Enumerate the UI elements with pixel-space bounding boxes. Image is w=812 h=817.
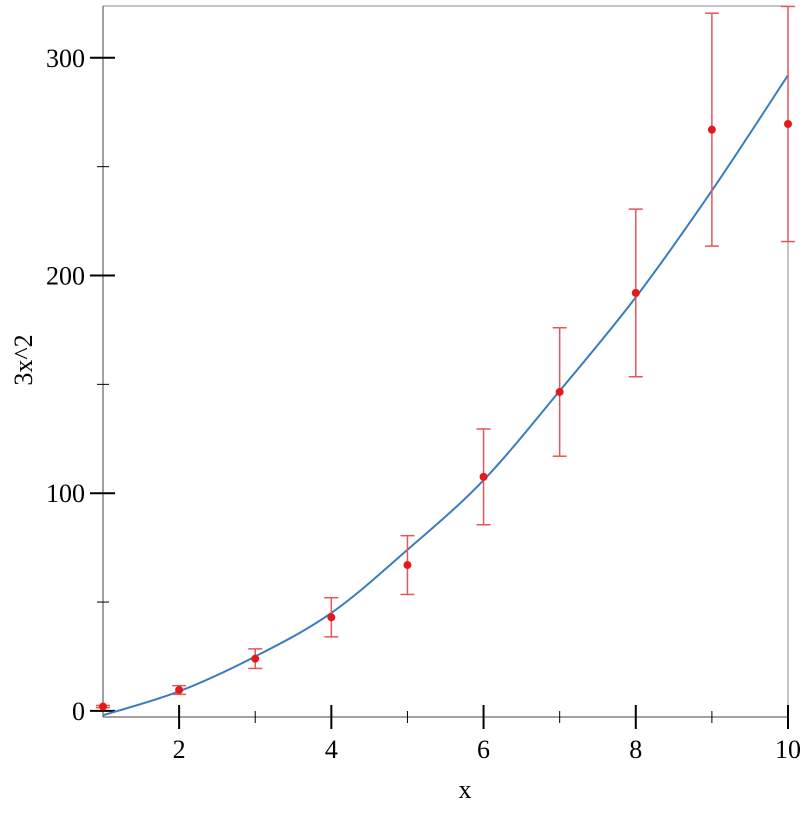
y-tick-label: 200 [46, 262, 85, 291]
y-tick-label: 300 [46, 44, 85, 73]
y-tick-label: 100 [46, 479, 85, 508]
data-point [784, 119, 792, 128]
data-point [327, 613, 336, 622]
data-point [555, 387, 564, 396]
data-point [251, 654, 260, 663]
x-tick-label: 10 [775, 735, 801, 764]
y-tick-label: 0 [72, 697, 85, 726]
x-tick-label: 6 [477, 735, 490, 764]
y-axis-label: 3x^2 [9, 334, 38, 385]
data-point [479, 472, 488, 481]
data-point [707, 125, 716, 134]
x-tick-label: 2 [173, 735, 186, 764]
data-point [99, 702, 107, 711]
x-tick-label: 4 [325, 735, 338, 764]
data-point [175, 686, 184, 695]
x-tick-label: 8 [629, 735, 642, 764]
fit-curve [102, 74, 789, 717]
data-point [403, 561, 412, 570]
x-axis-label: x [459, 775, 472, 804]
data-point [631, 288, 640, 297]
